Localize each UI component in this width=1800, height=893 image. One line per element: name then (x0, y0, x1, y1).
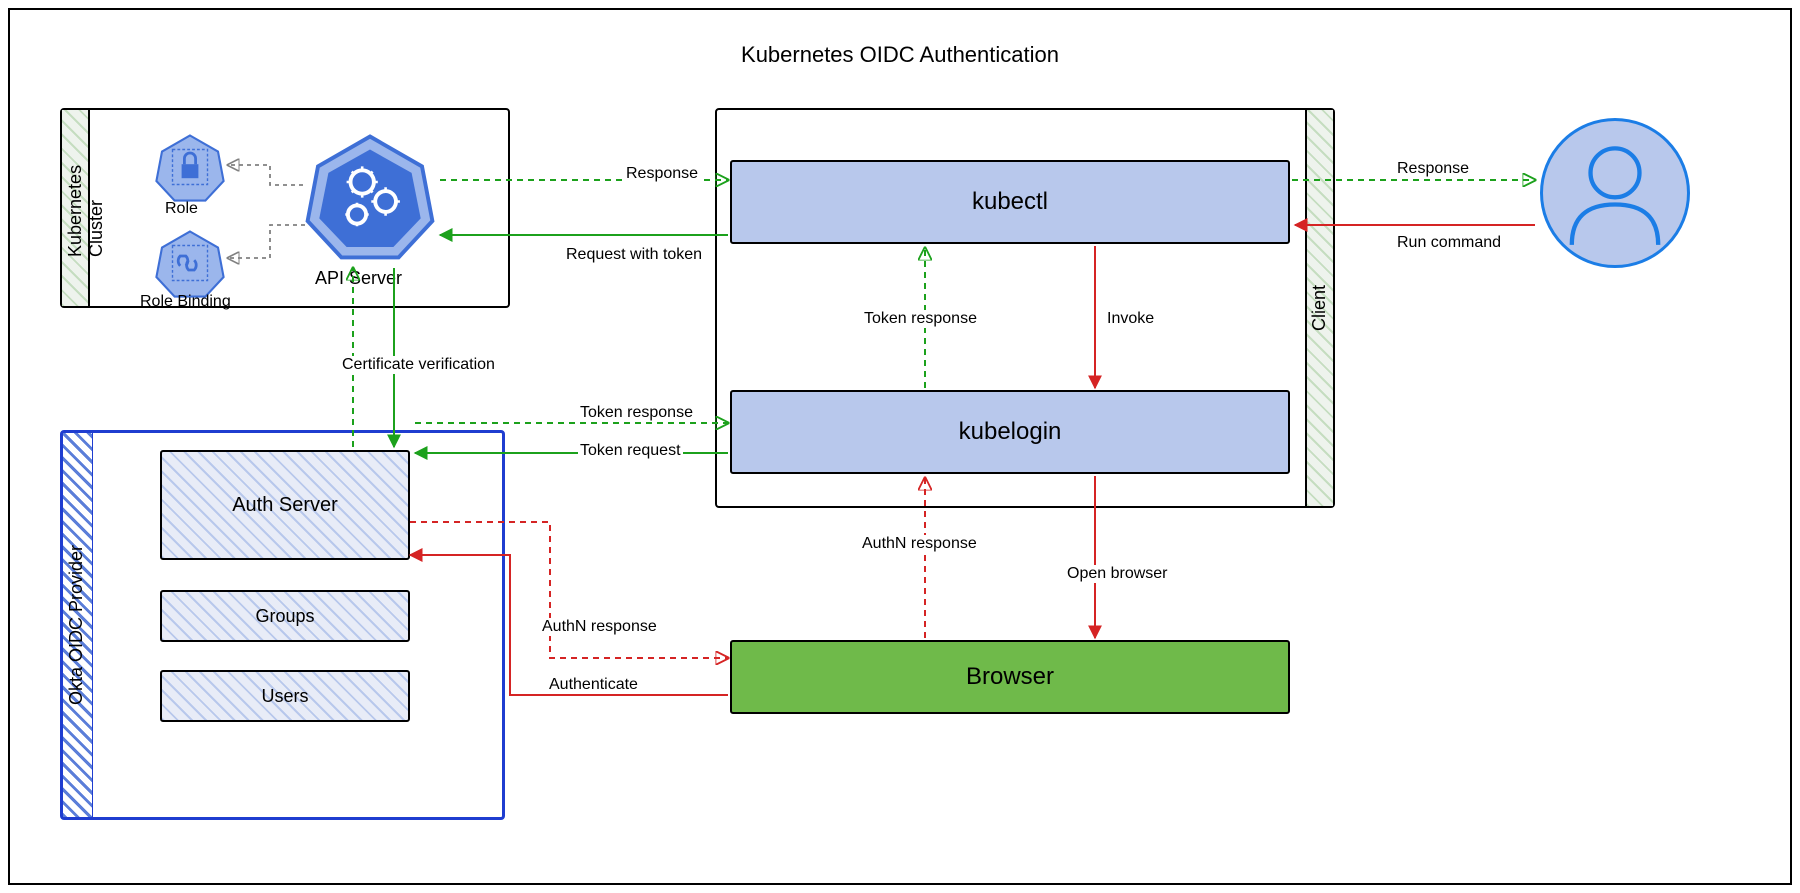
label-response-user: Response (1395, 160, 1471, 178)
label-invoke: Invoke (1105, 310, 1156, 328)
label-cert-verification: Certificate verification (340, 356, 497, 374)
role-binding-label: Role Binding (140, 293, 231, 311)
users-label: Users (261, 686, 308, 707)
groups-label: Groups (255, 606, 314, 627)
label-authenticate: Authenticate (547, 676, 640, 694)
label-token-request: Token request (578, 442, 683, 460)
label-token-response-2: Token response (578, 404, 695, 422)
node-browser: Browser (730, 640, 1290, 714)
container-k8s-cluster: Kubernetes Cluster (60, 108, 510, 308)
node-kubectl: kubectl (730, 160, 1290, 244)
k8s-cluster-label: Kubernetes Cluster (65, 159, 107, 257)
label-token-response-1: Token response (862, 310, 979, 328)
user-icon (1540, 118, 1690, 268)
label-request-token: Request with token (564, 246, 704, 264)
kubectl-label: kubectl (972, 188, 1048, 216)
role-label: Role (165, 200, 198, 218)
node-groups: Groups (160, 590, 410, 642)
role-icon (155, 132, 225, 202)
label-authn-response-1: AuthN response (860, 535, 979, 553)
node-kubelogin: kubelogin (730, 390, 1290, 474)
auth-server-label: Auth Server (232, 494, 338, 517)
okta-label: Okta OIDC Provider (66, 545, 87, 705)
role-binding-icon (155, 228, 225, 298)
diagram-canvas: Kubernetes OIDC Authentication Kubernete… (8, 8, 1792, 885)
label-authn-response-2: AuthN response (540, 618, 659, 636)
label-open-browser: Open browser (1065, 565, 1170, 583)
browser-label: Browser (966, 663, 1054, 691)
api-server-icon (305, 130, 435, 260)
node-users: Users (160, 670, 410, 722)
label-run-command: Run command (1395, 234, 1503, 252)
api-server-label: API Server (315, 268, 402, 289)
kubelogin-label: kubelogin (959, 418, 1062, 446)
diagram-title: Kubernetes OIDC Authentication (741, 42, 1059, 68)
label-response-api: Response (624, 165, 700, 183)
node-auth-server: Auth Server (160, 450, 410, 560)
client-label: Client (1309, 285, 1330, 331)
